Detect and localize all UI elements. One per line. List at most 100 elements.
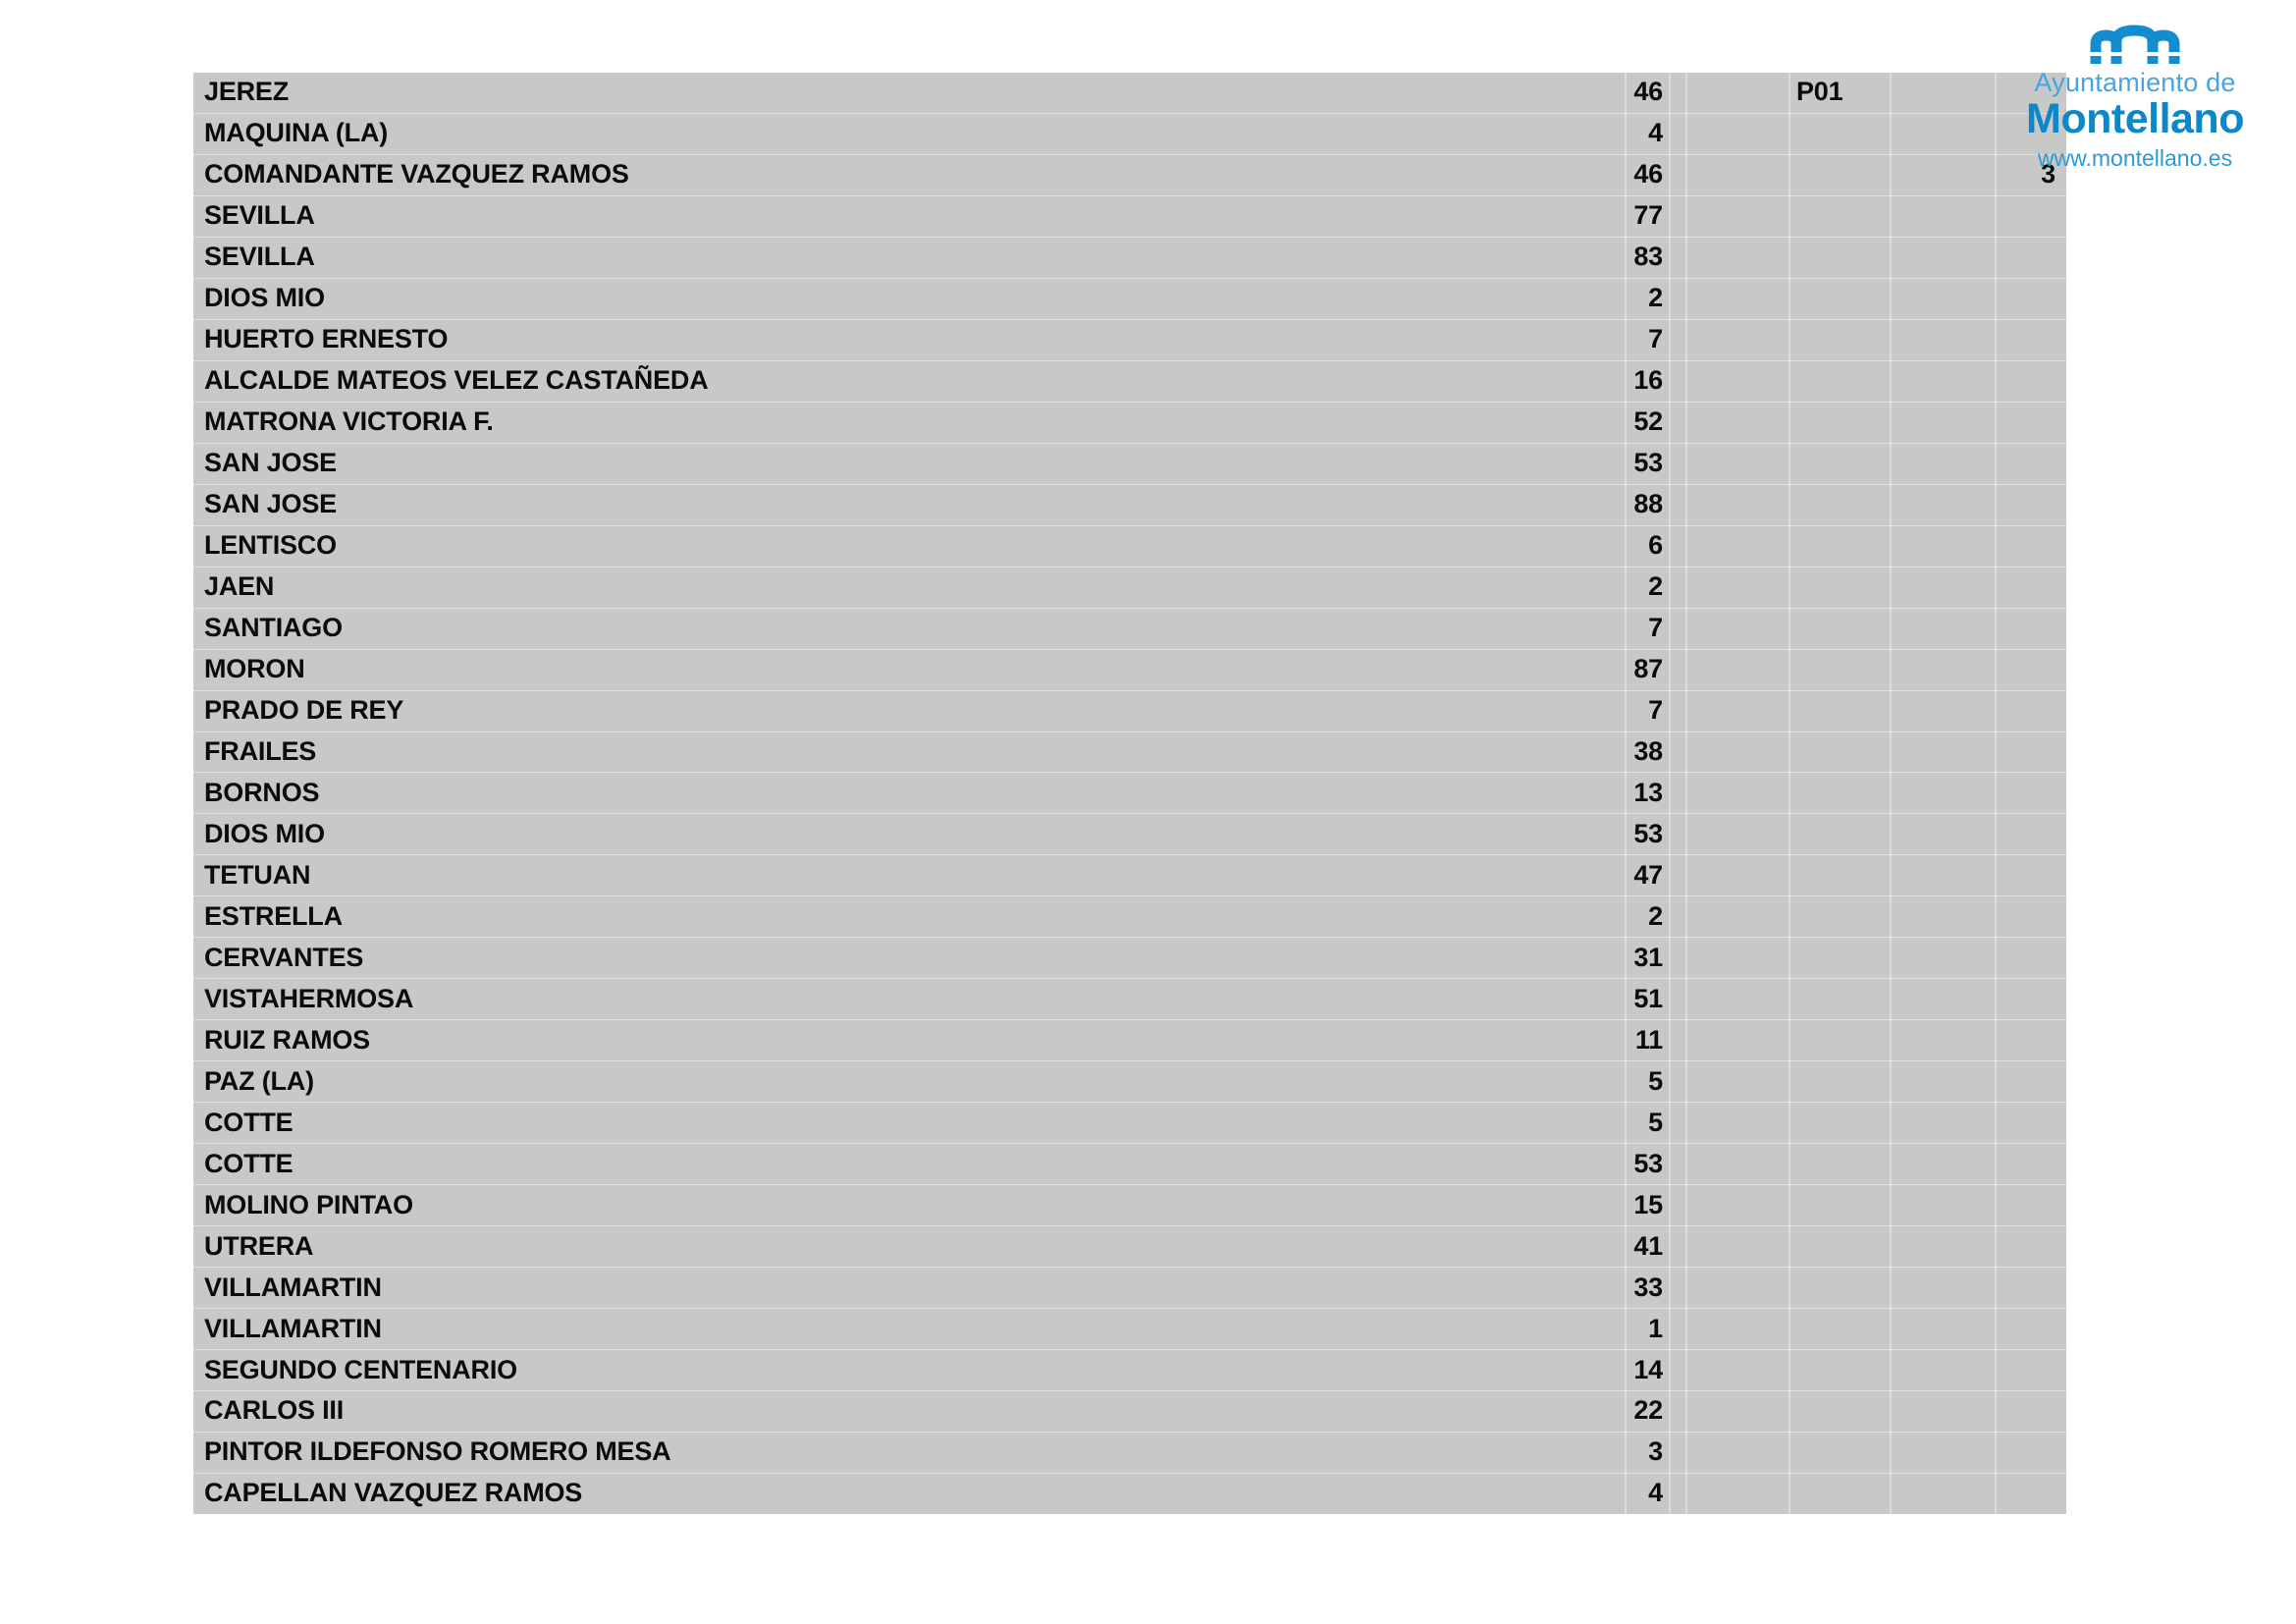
table-row: BORNOS 13 — [193, 773, 2066, 815]
street-count-cell: 11 — [1634, 1024, 1663, 1055]
street-name-cell: MAQUINA (LA) — [204, 118, 389, 148]
street-name-cell: CARLOS III — [204, 1395, 345, 1426]
table-row: COMANDANTE VAZQUEZ RAMOS 46 3 — [193, 155, 2066, 196]
street-name-cell: DIOS MIO — [204, 818, 325, 848]
table-row: ESTRELLA 2 — [193, 896, 2066, 939]
street-count-cell: 7 — [1648, 612, 1663, 642]
street-name-cell: VILLAMARTIN — [204, 1313, 382, 1343]
street-count-cell: 2 — [1648, 570, 1663, 601]
table-row: JEREZ 46 P01 — [193, 73, 2066, 114]
table-row: CAPELLAN VAZQUEZ RAMOS 4 — [193, 1474, 2066, 1514]
table-row: DIOS MIO 2 — [193, 279, 2066, 320]
street-name-cell: MATRONA VICTORIA F. — [204, 406, 494, 437]
street-count-table: JEREZ 46 P01 MAQUINA (LA) 4 COMANDANTE VAZQUE… — [193, 73, 2066, 1514]
table-row: FRAILES 38 — [193, 732, 2066, 774]
street-count-cell: 46 — [1633, 159, 1663, 189]
street-count-cell: 3 — [1648, 1436, 1663, 1467]
street-name-cell: RUIZ RAMOS — [204, 1024, 370, 1055]
street-count-cell: 41 — [1633, 1230, 1663, 1261]
street-count-cell: 88 — [1633, 489, 1663, 519]
table-row: MAQUINA (LA) 4 — [193, 114, 2066, 155]
street-count-cell: 33 — [1633, 1272, 1663, 1302]
logo-org-prefix: Ayuntamiento de — [2034, 68, 2236, 97]
table-row: SAN JOSE 88 — [193, 485, 2066, 526]
street-count-cell: 38 — [1633, 735, 1663, 766]
street-name-cell: HUERTO ERNESTO — [204, 324, 449, 354]
table-row: COTTE 53 — [193, 1144, 2066, 1186]
page-code-cell: P01 — [1796, 77, 1843, 107]
table-row: PINTOR ILDEFONSO ROMERO MESA 3 — [193, 1433, 2066, 1474]
street-name-cell: PAZ (LA) — [204, 1065, 314, 1096]
street-count-cell: 52 — [1633, 406, 1663, 437]
table-row: MATRONA VICTORIA F. 52 — [193, 403, 2066, 444]
street-name-cell: COTTE — [204, 1107, 294, 1137]
street-count-cell: 1 — [1648, 1313, 1663, 1343]
table-row: VILLAMARTIN 1 — [193, 1309, 2066, 1351]
table-row: RUIZ RAMOS 11 — [193, 1020, 2066, 1062]
street-count-cell: 4 — [1648, 1478, 1663, 1508]
street-count-cell: 2 — [1648, 283, 1663, 313]
street-name-cell: BORNOS — [204, 777, 320, 807]
table-row: CERVANTES 31 — [193, 938, 2066, 980]
street-count-cell: 16 — [1633, 365, 1663, 396]
table-row: MORON 87 — [193, 650, 2066, 691]
table-row: SAN JOSE 53 — [193, 444, 2066, 485]
street-name-cell: MORON — [204, 653, 305, 683]
street-count-cell: 15 — [1633, 1189, 1663, 1219]
logo-website: www.montellano.es — [2037, 145, 2233, 171]
extra-value-cell: 3 — [2041, 159, 2056, 189]
street-name-cell: COTTE — [204, 1148, 294, 1178]
street-name-cell: PRADO DE REY — [204, 694, 404, 725]
street-name-cell: SANTIAGO — [204, 612, 343, 642]
table-row: PAZ (LA) 5 — [193, 1061, 2066, 1104]
street-count-cell: 14 — [1633, 1354, 1663, 1384]
table-row: JAEN 2 — [193, 568, 2066, 609]
street-name-cell: JEREZ — [204, 77, 290, 107]
street-count-cell: 2 — [1648, 900, 1663, 931]
street-count-cell: 51 — [1633, 983, 1663, 1013]
street-name-cell: LENTISCO — [204, 530, 337, 561]
table-row: ALCALDE MATEOS VELEZ CASTAÑEDA 16 — [193, 361, 2066, 403]
table-row: SEGUNDO CENTENARIO 14 — [193, 1350, 2066, 1391]
table-row: CARLOS III 22 — [193, 1391, 2066, 1433]
street-name-cell: CAPELLAN VAZQUEZ RAMOS — [204, 1478, 583, 1508]
table-row: PRADO DE REY 7 — [193, 691, 2066, 732]
street-name-cell: SEGUNDO CENTENARIO — [204, 1354, 517, 1384]
table-row: TETUAN 47 — [193, 855, 2066, 897]
table-row: MOLINO PINTAO 15 — [193, 1185, 2066, 1227]
street-name-cell: MOLINO PINTAO — [204, 1189, 413, 1219]
street-count-cell: 83 — [1633, 242, 1663, 272]
street-count-cell: 7 — [1648, 694, 1663, 725]
street-name-cell: TETUAN — [204, 859, 311, 890]
street-count-cell: 5 — [1648, 1065, 1663, 1096]
table-row: VILLAMARTIN 33 — [193, 1268, 2066, 1310]
street-name-cell: JAEN — [204, 570, 275, 601]
street-count-cell: 13 — [1633, 777, 1663, 807]
table-row: SEVILLA 83 — [193, 238, 2066, 279]
table-row: SEVILLA 77 — [193, 196, 2066, 238]
street-name-cell: CERVANTES — [204, 942, 364, 972]
street-count-cell: 5 — [1648, 1107, 1663, 1137]
street-name-cell: COMANDANTE VAZQUEZ RAMOS — [204, 159, 629, 189]
table-row: LENTISCO 6 — [193, 526, 2066, 568]
street-count-cell: 4 — [1648, 118, 1663, 148]
street-name-cell: SAN JOSE — [204, 448, 337, 478]
street-name-cell: FRAILES — [204, 735, 317, 766]
street-count-cell: 53 — [1633, 448, 1663, 478]
street-count-cell: 31 — [1633, 942, 1663, 972]
street-count-cell: 22 — [1633, 1395, 1663, 1426]
table-row: COTTE 5 — [193, 1103, 2066, 1145]
logo-org-name: Montellano — [2026, 95, 2244, 142]
table-row: VISTAHERMOSA 51 — [193, 979, 2066, 1021]
street-count-cell: 46 — [1633, 77, 1663, 107]
street-name-cell: SEVILLA — [204, 200, 315, 231]
street-name-cell: UTRERA — [204, 1230, 314, 1261]
table-row: SANTIAGO 7 — [193, 609, 2066, 650]
montellano-logo: Ayuntamiento de Montellano www.montellan… — [2012, 22, 2258, 170]
table-row: HUERTO ERNESTO 7 — [193, 320, 2066, 361]
street-name-cell: VILLAMARTIN — [204, 1272, 382, 1302]
street-name-cell: DIOS MIO — [204, 283, 325, 313]
street-count-cell: 7 — [1648, 324, 1663, 354]
table-row: UTRERA 41 — [193, 1226, 2066, 1269]
street-count-cell: 53 — [1633, 818, 1663, 848]
